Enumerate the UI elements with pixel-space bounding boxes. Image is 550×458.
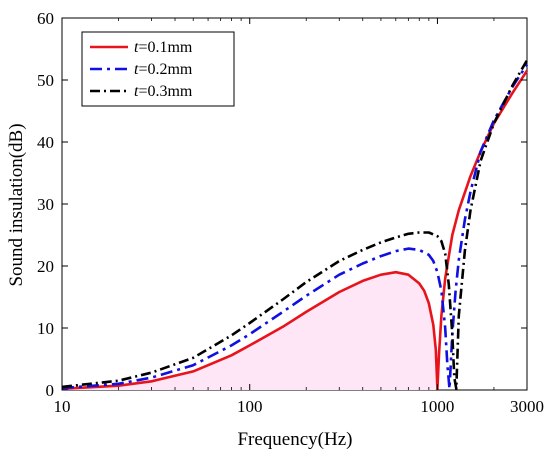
series-layer (61, 59, 529, 391)
y-tick-label: 50 (37, 71, 54, 90)
x-tick-label: 10 (54, 397, 71, 416)
series-line-1 (61, 69, 529, 391)
legend-label-3: t=0.3mm (134, 83, 193, 100)
y-tick-label: 60 (37, 9, 54, 28)
series-line-3 (61, 59, 529, 391)
legend-label-2: t=0.2mm (134, 61, 193, 78)
legend-var: t (134, 61, 139, 78)
legend-value: =0.3mm (138, 83, 192, 100)
fill-layer (62, 272, 436, 390)
legend-label-1: t=0.1mm (134, 39, 193, 56)
y-axis-title: Sound insulation(dB) (6, 123, 27, 286)
legend-value: =0.1mm (138, 39, 192, 56)
legend-value: =0.2mm (138, 61, 192, 78)
legend-var: t (134, 39, 139, 56)
y-tick-label: 40 (37, 133, 54, 152)
x-axis-title: Frequency(Hz) (237, 429, 352, 450)
x-tick-label: 100 (237, 397, 263, 416)
x-tick-label: 1000 (420, 397, 454, 416)
y-tick-label: 0 (46, 381, 55, 400)
y-tick-label: 10 (37, 319, 54, 338)
series-line-2 (61, 63, 529, 391)
series-shading (62, 272, 436, 390)
y-tick-label: 20 (37, 257, 54, 276)
legend-var: t (134, 83, 139, 100)
x-tick-label: 3000 (510, 397, 544, 416)
y-tick-label: 30 (37, 195, 54, 214)
